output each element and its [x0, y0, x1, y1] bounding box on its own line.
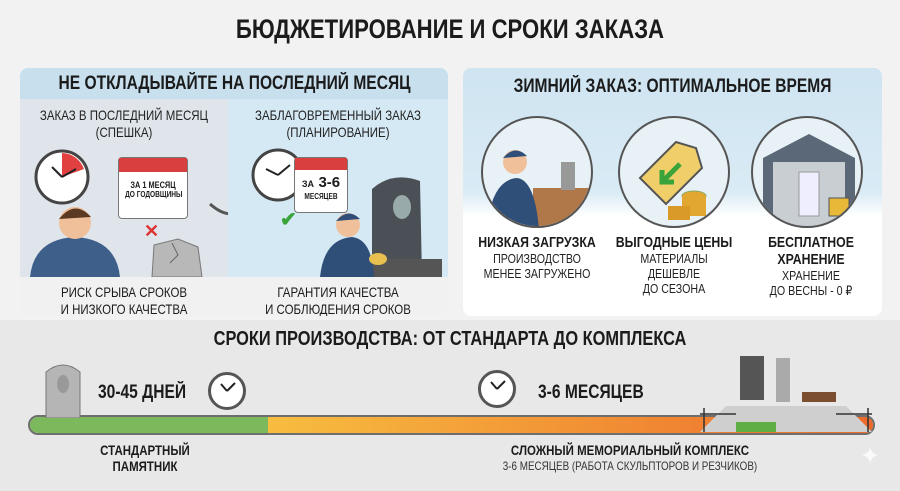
feature-text: ДЕШЕВЛЕ [647, 266, 701, 281]
feature-text: ДО ВЕСНЫ - 0 ₽ [769, 283, 853, 298]
feature-title: НИЗКАЯ ЗАГРУЗКА [478, 234, 596, 251]
feature-text: ПРОИЗВОДСТВО [493, 251, 581, 266]
rush-order-section: ЗАКАЗ В ПОСЛЕДНИЙ МЕСЯЦ (СПЕШКА) ЗА 1 МЕ… [20, 99, 228, 277]
calendar-one-month: ЗА 1 МЕСЯЦ ДО ГОДОВЩИНЫ [118, 157, 188, 219]
planned-result: ГАРАНТИЯ КАЧЕСТВА И СОБЛЮДЕНИЯ СРОКОВ [228, 284, 448, 316]
price-tag-icon [618, 116, 730, 228]
planned-caption-line1: ЗАБЛАГОВРЕМЕННЫЙ ЗАКАЗ [255, 107, 421, 123]
heading-text: СРОКИ ПРОИЗВОДСТВА: ОТ СТАНДАРТА ДО КОМП… [213, 328, 687, 350]
production-timeline: СРОКИ ПРОИЗВОДСТВА: ОТ СТАНДАРТА ДО КОМП… [0, 320, 900, 491]
feature-title: БЕСПЛАТНОЕ [768, 234, 854, 251]
standard-headstone-icon [45, 364, 81, 418]
standard-duration: 30-45 ДНЕЙ [98, 382, 205, 404]
planned-result-line2: И СОБЛЮДЕНИЯ СРОКОВ [265, 301, 411, 316]
feature-free-storage: БЕСПЛАТНОЕ ХРАНЕНИЕ ХРАНЕНИЕ ДО ВЕСНЫ - 0 … [741, 234, 881, 298]
feature-low-load: НИЗКАЯ ЗАГРУЗКА ПРОИЗВОДСТВО МЕНЕЕ ЗАГРУЖ… [463, 234, 611, 281]
duration-text: 30-45 ДНЕЙ [98, 382, 187, 403]
label-line1: СТАНДАРТНЫЙ [100, 442, 190, 458]
rush-result-line2: И НИЗКОГО КАЧЕСТВА [60, 301, 188, 316]
planned-caption-line2: (ПЛАНИРОВАНИЕ) [286, 124, 390, 140]
clock-icon [478, 370, 516, 408]
clock-hands [490, 380, 506, 390]
calendar-prefix: ЗА [301, 179, 314, 189]
calendar-line2: ДО ГОДОВЩИНЫ [125, 190, 183, 199]
rush-caption-line2: (СПЕШКА) [95, 124, 153, 140]
planned-order-section: ЗАБЛАГОВРЕМЕННЫЙ ЗАКАЗ (ПЛАНИРОВАНИЕ) ЗА… [228, 99, 448, 277]
feature-title: ВЫГОДНЫЕ ЦЕНЫ [615, 234, 733, 251]
worried-person-icon [30, 207, 120, 277]
planned-caption: ЗАБЛАГОВРЕМЕННЫЙ ЗАКАЗ (ПЛАНИРОВАНИЕ) [228, 107, 448, 141]
feature-text: МЕНЕЕ ЗАГРУЖЕНО [483, 266, 591, 281]
worker-icon [481, 116, 593, 228]
broken-headstone-icon [151, 238, 203, 277]
timeline-heading: СРОКИ ПРОИЗВОДСТВА: ОТ СТАНДАРТА ДО КОМП… [0, 328, 900, 351]
label-line2: ПАМЯТНИК [112, 458, 178, 474]
rush-result-line1: РИСК СРЫВА СРОКОВ [60, 284, 188, 300]
label-subtitle: 3-6 МЕСЯЦЕВ (РАБОТА СКУЛЬПТОРОВ И РЕЗЧИК… [502, 459, 758, 473]
feature-text: МАТЕРИАЛЫ [640, 251, 708, 266]
rush-caption-line1: ЗАКАЗ В ПОСЛЕДНИЙ МЕСЯЦ [39, 107, 209, 123]
complex-label: СЛОЖНЫЙ МЕМОРИАЛЬНЫЙ КОМПЛЕКС 3-6 МЕСЯЦЕ… [440, 442, 820, 474]
feature-good-prices: ВЫГОДНЫЕ ЦЕНЫ МАТЕРИАЛЫ ДЕШЕВЛЕ ДО СЕЗОНА [603, 234, 745, 296]
checkmark-icon: ✔ [280, 209, 297, 231]
feature-text: ХРАНЕНИЕ [782, 268, 840, 283]
planned-result-line1: ГАРАНТИЯ КАЧЕСТВА [277, 284, 399, 300]
label-title: СЛОЖНЫЙ МЕМОРИАЛЬНЫЙ КОМПЛЕКС [510, 442, 750, 458]
title-text: БЮДЖЕТИРОВАНИЕ И СРОКИ ЗАКАЗА [235, 14, 665, 44]
storage-icon [751, 116, 863, 228]
clock-icon [34, 149, 90, 205]
dont-delay-panel: НЕ ОТКЛАДЫВАЙТЕ НА ПОСЛЕДНИЙ МЕСЯЦ ЗАКАЗ… [20, 68, 448, 316]
rush-result: РИСК СРЫВА СРОКОВ И НИЗКОГО КАЧЕСТВА [20, 284, 228, 316]
dont-delay-heading: НЕ ОТКЛАДЫВАЙТЕ НА ПОСЛЕДНИЙ МЕСЯЦ [20, 68, 448, 99]
sparkle-icon: ✦ [860, 443, 881, 470]
clock-icon [251, 148, 305, 202]
clock-icon [208, 372, 246, 410]
heading-text: ЗИМНИЙ ЗАКАЗ: ОПТИМАЛЬНОЕ ВРЕМЯ [513, 76, 832, 97]
rush-caption: ЗАКАЗ В ПОСЛЕДНИЙ МЕСЯЦ (СПЕШКА) [20, 107, 228, 141]
cross-icon: ✕ [144, 221, 160, 241]
standard-label: СТАНДАРТНЫЙ ПАМЯТНИК [70, 442, 220, 474]
standard-segment [30, 417, 268, 433]
feature-text: ДО СЕЗОНА [642, 281, 706, 296]
calendar-line2: МЕСЯЦЕВ [304, 192, 338, 201]
calendar-value: 3-6 [318, 174, 341, 191]
clock-hands [220, 382, 236, 392]
worker-polishing-headstone-icon [320, 177, 442, 277]
calendar-three-six-months: ЗА 3-6 МЕСЯЦЕВ [294, 157, 348, 213]
duration-text: 3-6 МЕСЯЦЕВ [538, 382, 644, 403]
feature-title: ХРАНЕНИЕ [777, 251, 845, 268]
heading-text: НЕ ОТКЛАДЫВАЙТЕ НА ПОСЛЕДНИЙ МЕСЯЦ [58, 73, 411, 94]
complex-duration: 3-6 МЕСЯЦЕВ [538, 382, 667, 404]
page-title: БЮДЖЕТИРОВАНИЕ И СРОКИ ЗАКАЗА [0, 14, 900, 45]
memorial-complex-icon [700, 356, 872, 432]
winter-order-heading: ЗИМНИЙ ЗАКАЗ: ОПТИМАЛЬНОЕ ВРЕМЯ [463, 76, 882, 98]
calendar-line1: ЗА 1 МЕСЯЦ [130, 180, 176, 190]
winter-order-panel: ЗИМНИЙ ЗАКАЗ: ОПТИМАЛЬНОЕ ВРЕМЯ НИЗКАЯ З… [463, 68, 882, 316]
